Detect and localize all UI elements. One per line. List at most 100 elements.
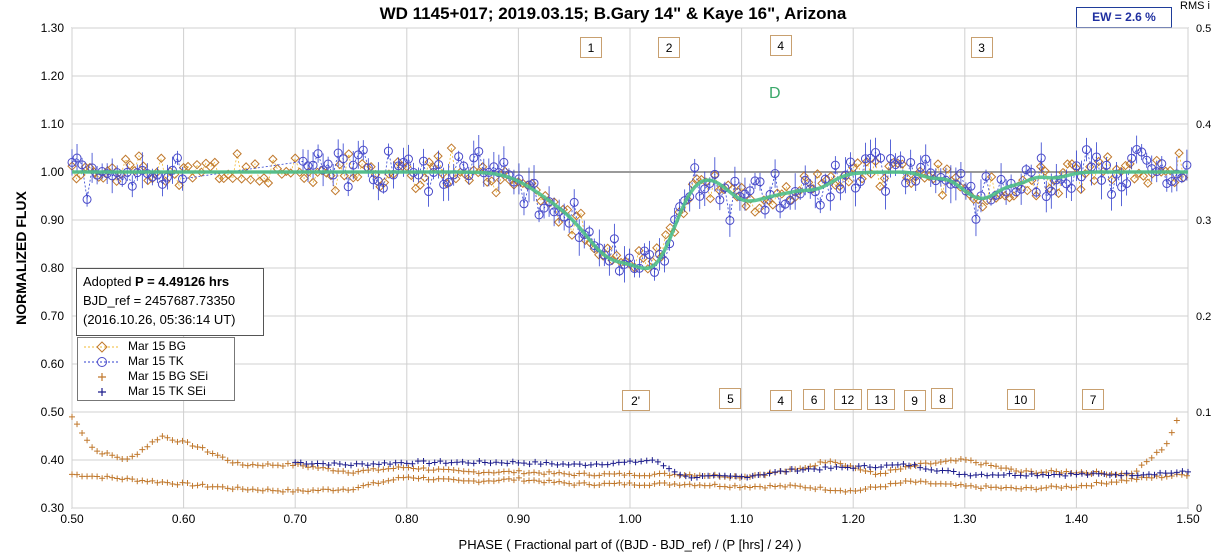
sei-point-bg	[1058, 485, 1065, 492]
data-point-bg	[245, 175, 256, 185]
sei-point-bg	[470, 477, 477, 484]
sei-point-tk	[677, 471, 684, 478]
sei-point-bg	[1148, 474, 1155, 481]
sei-point-bg	[817, 484, 824, 491]
sei-point-bg	[425, 476, 432, 483]
sei-point-tk	[370, 460, 377, 467]
sei-point-tk	[1006, 470, 1013, 477]
sei-point-bg	[229, 459, 236, 466]
sei-point-bg	[104, 449, 111, 456]
sei-point-tk	[459, 458, 466, 465]
data-point-tk	[424, 187, 434, 197]
sei-point-tk	[520, 460, 527, 467]
data-point-tk	[830, 160, 840, 170]
sei-point-bg	[526, 477, 533, 484]
sei-point-bg	[897, 480, 904, 487]
sei-point-bg	[99, 450, 106, 457]
sei-point-tk	[643, 457, 650, 464]
sei-point-tk	[1129, 472, 1136, 479]
data-point-tk	[353, 150, 363, 160]
sei-point-bg	[676, 472, 683, 479]
sei-point-bg	[556, 478, 563, 485]
sei-point-tk	[320, 460, 327, 467]
sei-point-bg	[631, 481, 638, 488]
data-point-tk	[609, 234, 619, 244]
sei-point-tk	[978, 471, 985, 478]
sei-point-bg	[485, 469, 492, 476]
data-point-tk	[434, 160, 444, 170]
sei-point-tk	[414, 458, 421, 465]
data-point-bg	[326, 170, 336, 181]
sei-point-tk	[755, 472, 762, 479]
data-point-bg	[1138, 171, 1149, 181]
sei-point-bg	[581, 479, 588, 486]
sei-point-bg	[445, 476, 452, 483]
sei-point-tk	[972, 472, 979, 479]
data-point-tk	[499, 157, 509, 167]
data-point-tk	[690, 163, 700, 173]
sei-point-bg	[219, 483, 226, 490]
sei-point-bg	[566, 480, 573, 487]
sei-point-bg	[591, 472, 598, 479]
data-point-tk	[117, 176, 127, 186]
sei-point-bg	[988, 462, 995, 469]
sei-point-bg	[812, 486, 819, 493]
sei-point-bg	[1103, 480, 1110, 487]
sei-point-bg	[983, 482, 990, 489]
sei-point-bg	[1003, 484, 1010, 491]
sei-point-bg	[405, 464, 412, 471]
sei-point-bg	[957, 456, 964, 463]
sei-point-bg	[576, 470, 583, 477]
sei-point-bg	[1133, 468, 1140, 475]
data-point-bg	[1143, 178, 1153, 188]
data-point-tk	[871, 148, 881, 158]
data-point-tk	[901, 178, 911, 188]
sei-point-tk	[348, 462, 354, 469]
sei-point-tk	[772, 468, 779, 475]
data-point-tk	[956, 168, 966, 178]
data-point-tk	[589, 241, 599, 251]
sei-point-tk	[1017, 472, 1024, 479]
sei-point-bg	[365, 481, 372, 488]
legend-item: Mar 15 TK SEi	[78, 384, 234, 399]
sei-point-tk	[1051, 471, 1058, 478]
sei-point-bg	[782, 483, 789, 490]
sei-point-bg	[199, 444, 206, 451]
data-point-tk	[745, 186, 755, 196]
y2-axis-label: RMS i	[1180, 0, 1210, 12]
data-point-tk	[1097, 175, 1107, 185]
sei-point-bg	[857, 466, 864, 473]
sei-point-bg	[1078, 482, 1085, 489]
sei-point-bg	[967, 482, 974, 489]
data-point-tk	[1142, 155, 1152, 165]
sei-point-tk	[816, 466, 823, 473]
data-point-bg	[210, 157, 220, 168]
sei-point-bg	[541, 479, 548, 486]
legend-swatch-diamond	[84, 341, 120, 353]
sei-point-bg	[315, 487, 322, 494]
sei-point-tk	[861, 462, 868, 469]
x-tick-label: 1.10	[730, 512, 754, 526]
sei-point-bg	[455, 467, 462, 474]
sei-point-bg	[561, 470, 568, 477]
info-period: P = 4.49126 hrs	[135, 274, 230, 289]
sei-point-tk	[454, 459, 461, 466]
data-point-tk	[770, 169, 780, 179]
sei-point-tk	[308, 460, 315, 467]
data-point-tk	[820, 174, 830, 184]
y-tick-label: 0.70	[41, 309, 65, 323]
data-point-tk	[1051, 175, 1061, 185]
sei-point-bg	[736, 484, 743, 491]
data-point-tk	[881, 186, 891, 196]
sei-point-bg	[325, 486, 332, 493]
sei-point-bg	[907, 478, 914, 485]
data-point-bg	[986, 172, 997, 182]
sei-point-bg	[274, 487, 281, 494]
data-point-tk	[172, 153, 182, 163]
sei-point-bg	[199, 481, 206, 488]
sei-point-tk	[827, 465, 834, 472]
sei-point-bg	[927, 480, 934, 487]
data-point-tk	[1041, 192, 1051, 202]
sei-point-bg	[661, 480, 668, 487]
data-point-bg	[1129, 174, 1140, 184]
